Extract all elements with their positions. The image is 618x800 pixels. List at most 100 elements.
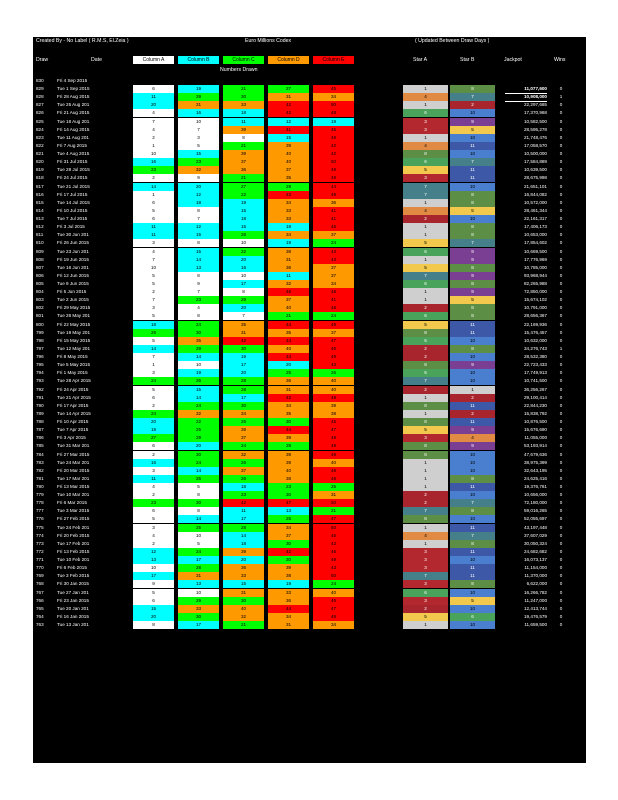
table-row: 797 Tue 12 May 201 14 29 30 40 46 2 8 34,276,743 1 — [33, 344, 586, 353]
number-cell: 18 — [133, 320, 174, 329]
number-cell: 34 — [313, 93, 354, 102]
number-cell: 25 — [178, 426, 219, 435]
star-cell: 2 — [403, 304, 448, 313]
wins-value: 0 — [559, 443, 563, 449]
jackpot-header: Jackpot — [504, 57, 522, 63]
star-cell: 6 — [403, 109, 448, 118]
jackpot-value: 28,675,998 — [524, 175, 547, 181]
star-cell: 9 — [450, 255, 495, 264]
number-cell: 44 — [268, 426, 309, 435]
star-cell: 8 — [450, 190, 495, 199]
star-cell: 10 — [450, 215, 495, 224]
number-cell: 21 — [313, 507, 354, 516]
star-cell: 11 — [450, 401, 495, 410]
number-cell: 48 — [313, 474, 354, 483]
jackpot-value: 19,476,579 — [524, 613, 547, 619]
number-cell: 11 — [133, 223, 174, 232]
column-a-header: Column A — [133, 56, 174, 64]
draw-number: 770 — [36, 565, 44, 571]
number-cell: 44 — [268, 604, 309, 613]
number-cell: 47 — [313, 604, 354, 613]
jackpot-value: 16,844,082 — [524, 191, 547, 197]
star-cell: 11 — [450, 418, 495, 427]
jackpot-value: 37,607,029 — [524, 532, 547, 538]
table-row: 765 Tue 20 Jan 201 15 33 40 44 47 2 10 12,413,744… — [33, 604, 586, 613]
number-cell: 8 — [178, 271, 219, 280]
wins-value: 0 — [559, 313, 563, 319]
number-cell: 24 — [223, 442, 264, 451]
number-cell: 48 — [313, 304, 354, 313]
draw-number: 764 — [36, 613, 44, 619]
jackpot-value: 11,077,600 — [505, 85, 547, 95]
number-cell: 3 — [133, 304, 174, 313]
number-cell: 45 — [313, 223, 354, 232]
jackpot-value: 22,844,230 — [524, 402, 547, 408]
jackpot-value: 17,058,570 — [524, 142, 547, 148]
draw-number: 814 — [36, 207, 44, 213]
number-cell: 47 — [313, 515, 354, 524]
number-cell: 40 — [268, 150, 309, 159]
wins-value: 0 — [559, 362, 563, 368]
number-cell: 20 — [178, 182, 219, 191]
number-cell: 27 — [223, 182, 264, 191]
draw-number: 823 — [36, 134, 44, 140]
draw-date: Fri 4 Sep 2015 — [57, 78, 88, 83]
jackpot-value: 72,850,000 — [524, 289, 547, 295]
numbers-drawn-label: Numbers Drawn — [220, 67, 258, 73]
number-cell: 26 — [223, 458, 264, 467]
wins-value: 0 — [559, 492, 563, 498]
jackpot-value: 11,247,000 — [524, 597, 547, 603]
table-row: 789 Tue 14 Apr 2015 24 32 34 35 38 1 2 15,838,792… — [33, 409, 586, 418]
number-cell: 29 — [223, 296, 264, 305]
number-cell: 2 — [133, 133, 174, 142]
number-cell: 45 — [313, 85, 354, 94]
number-cell: 9 — [178, 280, 219, 288]
star-cell: 2 — [403, 353, 448, 362]
table-row: 807 Tue 16 Jun 201 10 13 16 36 37 5 8 10,785,000 0 — [33, 263, 586, 272]
number-cell: 19 — [133, 426, 174, 435]
number-cell: 25 — [178, 523, 219, 532]
star-cell: 7 — [450, 158, 495, 167]
star-cell: 9 — [450, 361, 495, 370]
number-cell: 37 — [313, 263, 354, 272]
number-cell: 8 — [133, 621, 174, 630]
number-cell: 49 — [313, 450, 354, 459]
number-cell: 14 — [178, 255, 219, 264]
jackpot-value: 22,297,665 — [524, 102, 547, 108]
number-cell: 10 — [178, 531, 219, 540]
number-cell: 50 — [313, 572, 354, 581]
table-row: 813 Tue 7 Jul 2015 6 7 18 33 41 2 10 22,161,317 0 — [33, 215, 586, 224]
jackpot-value: 21,651,101 — [524, 183, 547, 189]
star-cell: 6 — [403, 280, 448, 288]
number-cell: 14 — [133, 182, 174, 191]
star-cell: 9 — [450, 247, 495, 256]
number-cell: 45 — [313, 418, 354, 427]
draw-number: 795 — [36, 362, 44, 368]
jackpot-value: 11,154,000 — [524, 565, 547, 571]
draw-date: Fri 13 Mar 2015 — [57, 484, 90, 489]
draw-number: 811 — [36, 232, 44, 238]
star-cell: 5 — [403, 612, 448, 621]
jackpot-value: 53,193,914 — [524, 443, 547, 449]
star-cell: 1 — [403, 523, 448, 532]
number-cell: 34 — [268, 612, 309, 621]
table-row: 772 Fri 13 Feb 2015 12 24 39 42 46 3 11 24,682,68… — [33, 547, 586, 556]
number-cell: 15 — [223, 580, 264, 589]
draw-number: 767 — [36, 589, 44, 595]
table-row: 767 Tue 27 Jan 201 5 10 31 33 40 6 10 16,266,782 0 — [33, 588, 586, 597]
number-cell: 16 — [178, 109, 219, 118]
number-cell: 5 — [133, 588, 174, 597]
number-cell: 10 — [133, 564, 174, 573]
draw-number: 819 — [36, 167, 44, 173]
draw-number: 796 — [36, 354, 44, 360]
number-cell: 3 — [133, 239, 174, 248]
updated-note: ( Updated Between Draw Days ) — [415, 38, 490, 44]
jackpot-value: 82,265,988 — [524, 281, 547, 286]
number-cell: 32 — [268, 280, 309, 288]
star-cell: 8 — [450, 85, 495, 94]
number-cell: 39 — [268, 141, 309, 150]
number-cell: 49 — [313, 442, 354, 451]
star-cell: 7 — [450, 531, 495, 540]
star-cell: 8 — [450, 312, 495, 321]
number-cell: 20 — [133, 612, 174, 621]
